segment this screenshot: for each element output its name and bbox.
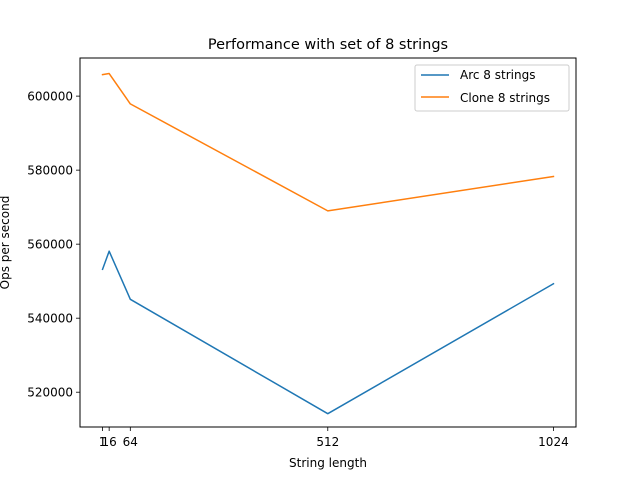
y-tick-label: 560000 — [27, 238, 73, 252]
x-tick-label: 64 — [123, 435, 138, 449]
x-tick-label: 1024 — [538, 435, 569, 449]
chart-title: Performance with set of 8 strings — [208, 37, 448, 53]
legend: Arc 8 strings Clone 8 strings — [414, 64, 570, 112]
y-axis-label: Ops per second — [0, 196, 12, 290]
x-tick-label: 16 — [102, 435, 117, 449]
x-tick-label: 1 — [99, 435, 107, 449]
legend-label-arc: Arc 8 strings — [460, 68, 535, 82]
y-tick-label: 600000 — [27, 90, 73, 104]
y-tick-label: 540000 — [27, 312, 73, 326]
legend-label-clone: Clone 8 strings — [460, 91, 550, 105]
x-tick-label: 512 — [316, 435, 339, 449]
plot-frame — [79, 57, 577, 428]
series-lines — [101, 72, 555, 415]
x-axis: 116 64 512 1024 — [99, 427, 569, 449]
legend-box — [414, 64, 570, 112]
y-tick-label: 580000 — [27, 164, 73, 178]
y-tick-label: 520000 — [27, 386, 73, 400]
x-axis-label: String length — [289, 456, 367, 470]
y-axis: 520000 540000 560000 580000 600000 — [27, 90, 80, 400]
